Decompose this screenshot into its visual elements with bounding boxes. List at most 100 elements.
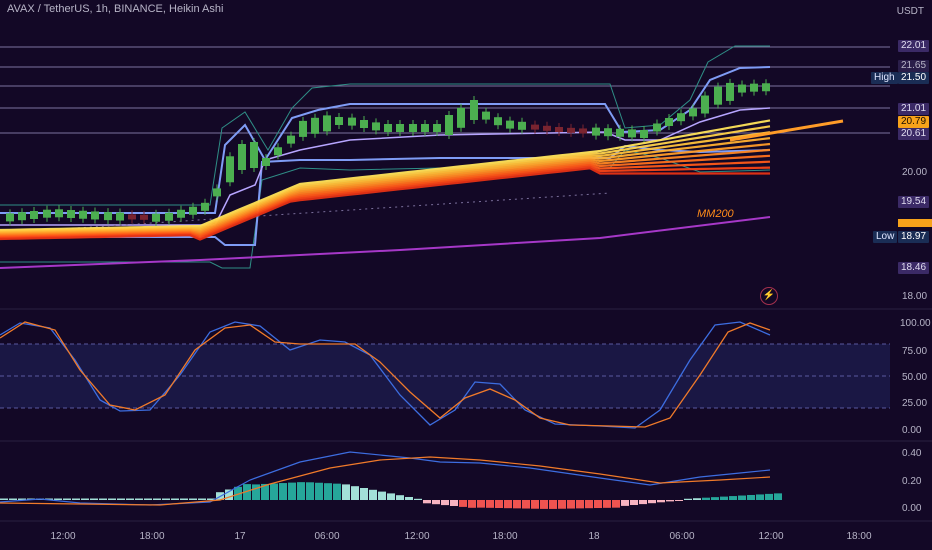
candle-body (421, 124, 429, 132)
macd-hist-bar (468, 500, 476, 508)
macd-hist-bar (612, 500, 620, 508)
candle-body (323, 115, 331, 132)
candle-body (470, 100, 478, 120)
macd-hist-bar (378, 491, 386, 500)
macd-hist-bar (387, 493, 395, 500)
macd-hist-bar (162, 498, 170, 500)
candle-body (579, 128, 587, 134)
macd-hist-bar (45, 498, 53, 500)
macd-hist-bar (666, 500, 674, 502)
lightning-icon[interactable]: ⚡ (760, 287, 778, 305)
time-label: 12:00 (50, 531, 76, 542)
candle-body (226, 156, 234, 183)
outer-band-upper (0, 45, 770, 206)
candle-body (384, 124, 392, 132)
time-label-day: 17 (234, 531, 246, 542)
macd-hist-bar (342, 484, 350, 500)
macd-hist-bar (117, 498, 125, 500)
macd-hist-bar (144, 498, 152, 500)
candle-body (79, 210, 87, 219)
stoch-d-line (0, 321, 771, 428)
stoch-tick-0: 0.00 (902, 425, 922, 436)
macd-hist-bar (711, 497, 719, 500)
price-tag-current: 20.79 (898, 116, 930, 128)
macd-hist-bar (567, 500, 575, 509)
candle-body (628, 129, 636, 138)
macd-hist-bar (243, 484, 251, 500)
candle-body (762, 83, 770, 92)
candle-body (372, 122, 380, 131)
band-lower (0, 144, 771, 246)
macd-hist-bar (81, 498, 89, 500)
candle-body (140, 214, 148, 220)
macd-hist-bar (63, 498, 71, 500)
macd-hist-bar (585, 500, 593, 509)
macd-hist-bar (450, 500, 458, 506)
price-tag-band-mid: 21.01 (898, 103, 930, 115)
candle-body (677, 113, 685, 122)
symbol-title: AVAX / TetherUS, 1h, BINANCE, Heikin Ash… (7, 3, 224, 15)
stoch-tick-25: 25.00 (902, 398, 928, 409)
candle-body (640, 130, 648, 138)
candle-body (287, 135, 295, 144)
macd-hist-bar (306, 482, 314, 500)
candle-body (738, 84, 746, 93)
candle-body (262, 158, 270, 166)
low-price-tag: 18.97 (898, 231, 930, 243)
time-label: 12:00 (758, 531, 784, 542)
macd-hist-bar (72, 498, 80, 500)
ma-extension-line (729, 119, 844, 142)
macd-hist-bar (207, 498, 215, 500)
candle-body (43, 209, 51, 218)
macd-hist-bar (630, 500, 638, 505)
macd-hist-bar (513, 500, 521, 509)
macd-hist-bar (459, 500, 467, 507)
candle-body (604, 128, 612, 137)
time-label: 06:00 (314, 531, 340, 542)
macd-hist-bar (576, 500, 584, 509)
macd-hist-bar (234, 486, 242, 500)
macd-hist-bar (135, 498, 143, 500)
macd-hist-bar (252, 484, 260, 500)
low-label: Low (873, 231, 898, 243)
macd-hist-bar (504, 500, 512, 509)
macd-hist-bar (747, 494, 755, 500)
macd-hist-bar (495, 500, 503, 508)
candle-body (531, 124, 539, 130)
candle-body (30, 211, 38, 219)
candle-body (543, 125, 551, 131)
macd-hist-bar (369, 489, 377, 500)
macd-hist-bar (279, 483, 287, 500)
candle-body (335, 117, 343, 125)
macd-hist-bar (549, 500, 557, 509)
macd-hist-bar (396, 495, 404, 500)
macd-hist-bar (720, 496, 728, 500)
candle-body (653, 123, 661, 132)
macd-hist-bar (423, 500, 431, 504)
high-price-tag: 21.50 (898, 72, 930, 84)
macd-hist-bar (18, 498, 26, 500)
macd-hist-bar (153, 498, 161, 500)
candle-body (177, 209, 185, 218)
price-tick-20: 20.00 (902, 167, 928, 178)
macd-hist-bar (225, 489, 233, 500)
time-label-day: 18 (588, 531, 600, 542)
macd-tick-020: 0.20 (902, 476, 922, 487)
macd-hist-bar (261, 483, 269, 500)
candle-body (213, 188, 221, 197)
ma200-label: MM200 (697, 208, 734, 220)
candle-body (165, 212, 173, 221)
macd-hist-bar (126, 498, 134, 500)
macd-hist-bar (621, 500, 629, 506)
macd-hist-bar (432, 500, 440, 505)
candle-body (445, 115, 453, 135)
time-label: 18:00 (492, 531, 518, 542)
time-label: 18:00 (139, 531, 165, 542)
candle-body (116, 212, 124, 221)
macd-hist-bar (486, 500, 494, 508)
price-tag-upper-band: 22.01 (898, 40, 930, 52)
candle-body (6, 213, 14, 222)
macd-hist-bar (729, 496, 737, 500)
